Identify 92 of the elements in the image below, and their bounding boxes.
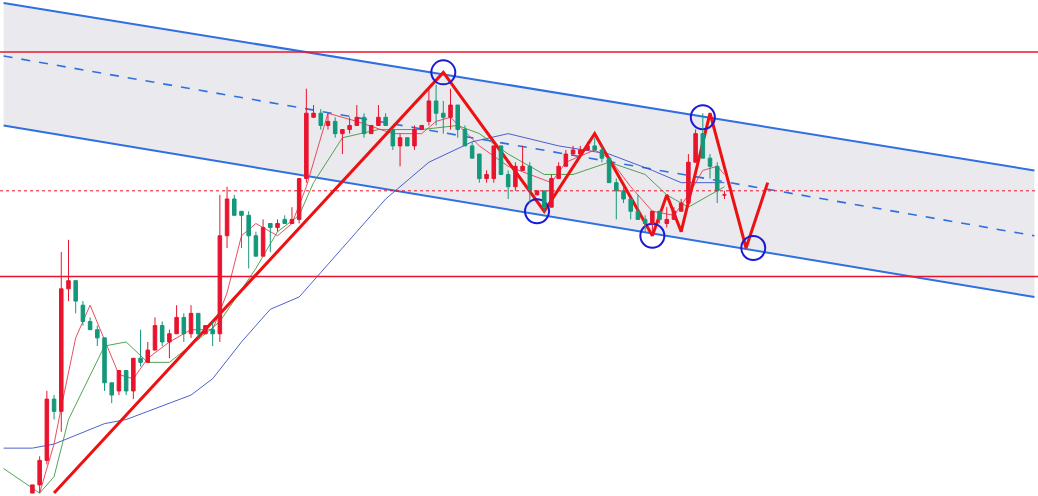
candlestick xyxy=(405,137,410,147)
candlestick xyxy=(95,325,100,347)
candlestick xyxy=(138,329,143,367)
candlestick xyxy=(260,218,266,257)
candlestick xyxy=(433,84,439,126)
candlestick xyxy=(570,145,576,155)
candlestick xyxy=(491,145,497,184)
candlestick xyxy=(585,141,590,151)
candlestick xyxy=(448,88,453,131)
candlestick xyxy=(642,214,648,233)
candlestick xyxy=(116,370,122,396)
candlestick xyxy=(239,210,244,249)
candlestick xyxy=(650,210,655,237)
candlestick xyxy=(455,104,460,139)
candlestick xyxy=(181,312,187,343)
candlestick xyxy=(325,112,331,131)
candlestick xyxy=(469,141,475,159)
candlestick xyxy=(578,145,583,155)
point xyxy=(430,59,457,86)
candlestick xyxy=(102,337,107,392)
candlestick xyxy=(599,145,605,163)
candlestick xyxy=(678,198,684,212)
point xyxy=(689,104,716,131)
candlestick xyxy=(268,222,273,253)
candlestick xyxy=(37,455,42,494)
point xyxy=(524,198,551,225)
candlestick xyxy=(426,88,432,126)
candlestick xyxy=(484,169,489,184)
candlestick xyxy=(621,186,626,204)
candlestick xyxy=(109,382,114,404)
candlestick xyxy=(390,129,396,151)
candlestick xyxy=(232,194,237,216)
candlestick xyxy=(462,124,468,147)
candlestick xyxy=(376,104,381,126)
candlestick xyxy=(505,169,511,200)
candlestick xyxy=(340,129,345,155)
candlestick xyxy=(275,218,280,233)
candlestick xyxy=(289,206,295,224)
candlestick xyxy=(541,190,547,212)
candlestick xyxy=(332,116,338,139)
candlestick xyxy=(354,104,360,126)
candlestick xyxy=(123,370,129,396)
candlestick xyxy=(671,206,677,220)
candlestick xyxy=(73,280,78,314)
candlestick xyxy=(51,394,57,421)
candlestick xyxy=(707,153,713,180)
candlestick xyxy=(383,112,388,126)
candlestick xyxy=(527,161,533,204)
candlestick xyxy=(311,104,316,118)
candlestick xyxy=(145,341,151,363)
candlestick xyxy=(318,108,324,131)
candlestick xyxy=(188,304,194,339)
candlestick xyxy=(246,210,251,269)
candlestick xyxy=(520,145,525,171)
candlestick xyxy=(556,161,561,180)
candlestick xyxy=(657,210,662,224)
candlestick xyxy=(441,100,446,135)
candlestick xyxy=(419,124,424,131)
candlestick xyxy=(44,390,50,465)
candlestick xyxy=(693,129,698,163)
candlestick xyxy=(592,137,597,151)
candlestick xyxy=(203,325,208,335)
candlestick xyxy=(167,329,172,359)
candlestick xyxy=(368,124,374,135)
candlestick xyxy=(304,88,309,184)
candlestick xyxy=(563,149,569,167)
candlestick xyxy=(347,116,352,135)
candlestick xyxy=(195,312,201,339)
candlestick xyxy=(80,300,86,327)
candlestick xyxy=(174,304,179,335)
candlestick xyxy=(722,190,727,200)
candlestick xyxy=(714,161,720,204)
candlestick xyxy=(131,357,136,400)
candlestick xyxy=(606,157,612,184)
point xyxy=(639,222,666,249)
candlestick xyxy=(253,231,259,257)
candlestick xyxy=(361,112,367,139)
candlestick xyxy=(477,153,482,184)
candlestick xyxy=(412,124,417,151)
candlestick xyxy=(159,321,165,347)
point xyxy=(740,235,767,261)
candlestick xyxy=(152,316,158,351)
candlestick xyxy=(628,198,633,220)
candlestick xyxy=(87,316,93,331)
candlestick xyxy=(664,206,670,229)
candlestick xyxy=(614,178,619,220)
candlestick xyxy=(210,321,215,347)
candlestick xyxy=(700,112,706,159)
candlestick xyxy=(30,484,35,494)
candlestick xyxy=(397,133,403,167)
candlestick xyxy=(635,194,641,220)
candlestick xyxy=(282,214,287,224)
